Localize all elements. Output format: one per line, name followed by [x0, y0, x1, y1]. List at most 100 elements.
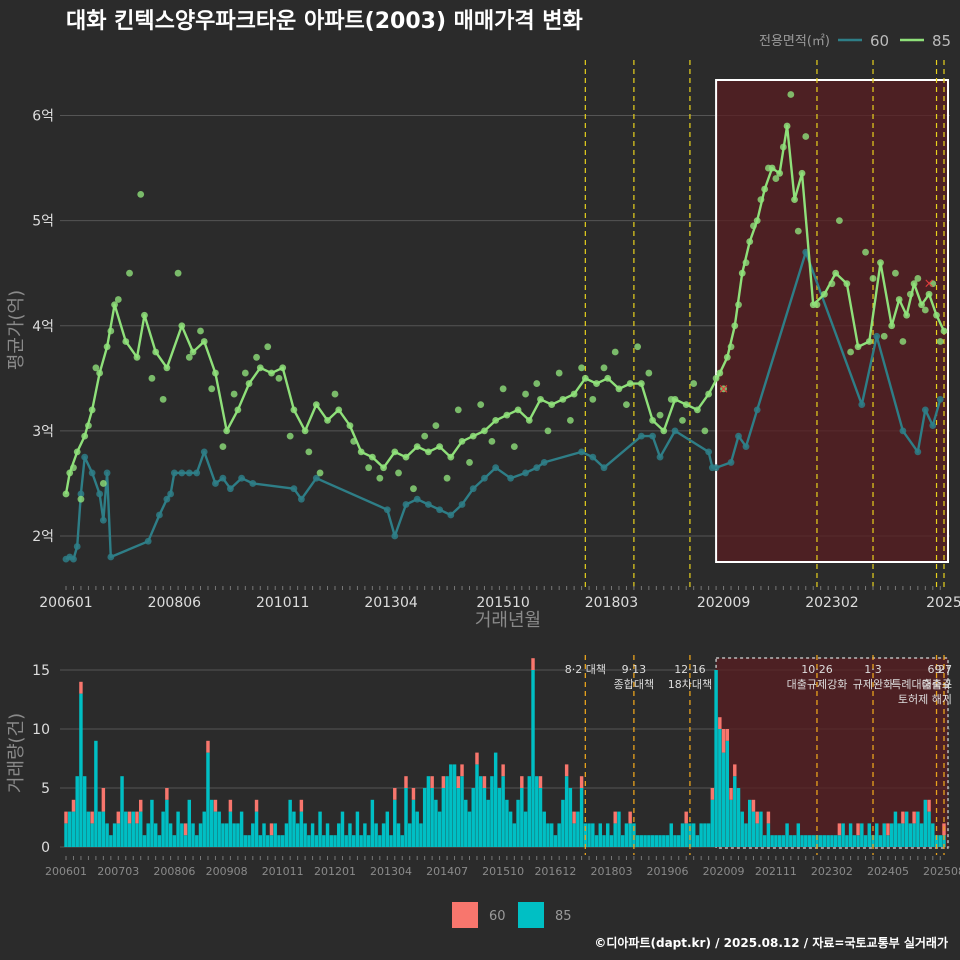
- price-point-85: [570, 390, 578, 398]
- volume-bar-85: [139, 811, 143, 847]
- price-x-tick-label: 201803: [585, 595, 638, 611]
- volume-bar-85: [258, 835, 262, 847]
- price-point-85: [410, 485, 417, 493]
- volume-bar-85: [437, 811, 442, 847]
- price-point-85: [219, 443, 227, 451]
- volume-bar-85: [867, 823, 871, 847]
- volume-bar-60: [456, 776, 461, 788]
- volume-bar-60: [127, 811, 132, 824]
- volume-bar-85: [934, 835, 939, 847]
- price-point-60: [540, 459, 548, 466]
- price-point-60: [656, 453, 664, 461]
- volume-annotation-text: 특례대출축소: [891, 678, 952, 691]
- volume-bar-85: [493, 752, 498, 847]
- volume-bar-85: [591, 823, 595, 847]
- price-point-60: [458, 501, 466, 508]
- volume-bar-85: [116, 823, 121, 847]
- volume-bar-85: [329, 835, 333, 847]
- volume-bar-85: [576, 811, 580, 847]
- price-point-85: [731, 322, 739, 330]
- volume-bar-85: [209, 799, 214, 847]
- price-point-85: [395, 469, 402, 477]
- volume-bar-85: [677, 835, 681, 847]
- volume-bar-60: [579, 776, 584, 788]
- price-point-60: [178, 469, 186, 477]
- price-point-60: [507, 474, 515, 482]
- price-point-60: [81, 453, 89, 461]
- price-point-60: [290, 485, 298, 493]
- volume-bar-85: [919, 823, 924, 847]
- price-point-85: [888, 322, 896, 330]
- price-point-85: [604, 374, 612, 382]
- volume-bar-85: [441, 788, 446, 847]
- volume-bar-85: [243, 835, 248, 847]
- volume-annotation-text: 대출규: [922, 678, 952, 691]
- price-point-60: [185, 469, 193, 477]
- price-point-85: [589, 395, 597, 403]
- price-point-85: [133, 353, 141, 361]
- volume-panel: 8·2 대책 9·13 종합대책 12·16 18차대책 10·26 대출규제강화 1·3 규제…: [6, 655, 960, 878]
- price-point-85: [245, 380, 253, 387]
- volume-bar-85: [579, 788, 584, 847]
- price-point-85: [443, 474, 451, 482]
- volume-bar-85: [714, 670, 718, 847]
- price-point-85: [380, 464, 387, 472]
- volume-bar-85: [893, 811, 898, 847]
- volume-bar-85: [456, 788, 461, 847]
- price-point-60: [712, 464, 720, 472]
- volume-bar-85: [886, 835, 890, 847]
- price-point-85: [499, 385, 507, 393]
- volume-bar-85: [434, 799, 438, 847]
- price-point-85: [324, 416, 331, 424]
- volume-bar-85: [333, 835, 337, 847]
- price-point-85: [899, 338, 907, 345]
- price-point-60: [226, 485, 234, 493]
- price-point-85: [705, 390, 713, 398]
- price-point-85: [514, 406, 522, 414]
- volume-bar-60: [64, 811, 68, 824]
- price-point-85: [77, 495, 85, 503]
- volume-x-tick-label: 201803: [590, 865, 632, 878]
- price-x-tick-label: 200806: [148, 595, 202, 611]
- price-point-85: [264, 343, 272, 351]
- volume-bar-85: [127, 823, 132, 847]
- price-point-60: [238, 474, 246, 482]
- volume-bar-85: [789, 835, 793, 847]
- price-point-85: [92, 364, 100, 372]
- price-point-60: [578, 448, 585, 456]
- volume-bar-85: [587, 823, 591, 847]
- price-point-85: [548, 401, 556, 408]
- price-point-85: [720, 385, 727, 393]
- price-point-85: [70, 464, 77, 472]
- price-point-85: [365, 464, 373, 472]
- volume-y-label: 거래량(건): [6, 713, 27, 793]
- volume-bar-85: [523, 811, 528, 847]
- volume-bar-85: [310, 823, 315, 847]
- price-point-85: [750, 222, 757, 230]
- volume-bar-85: [198, 823, 203, 847]
- price-point-85: [107, 327, 115, 335]
- price-point-85: [682, 401, 690, 408]
- volume-bar-85: [830, 835, 834, 847]
- volume-x-tick-label: 201612: [534, 865, 576, 878]
- price-point-60: [413, 495, 421, 503]
- volume-bar-60: [912, 811, 916, 824]
- price-point-60: [156, 511, 163, 519]
- price-series: ××: [62, 91, 948, 563]
- price-point-85: [275, 374, 283, 382]
- volume-bar-85: [755, 823, 759, 847]
- credit-text: ©디아파트(dapt.kr) / 2025.08.12 / 자료=국토교통부 실…: [594, 935, 948, 950]
- volume-bar-60: [501, 764, 505, 777]
- price-point-85: [488, 437, 496, 445]
- volume-bar-60: [393, 788, 397, 800]
- volume-bar-85: [109, 835, 113, 847]
- volume-bar-60: [79, 681, 83, 694]
- volume-bar-85: [923, 799, 928, 847]
- volume-x-tick-label: 200601: [45, 865, 87, 878]
- price-point-85: [716, 369, 724, 377]
- volume-bar-85: [422, 788, 427, 847]
- volume-bar-85: [606, 823, 610, 847]
- volume-bar-60: [837, 823, 842, 836]
- price-point-85: [832, 269, 840, 277]
